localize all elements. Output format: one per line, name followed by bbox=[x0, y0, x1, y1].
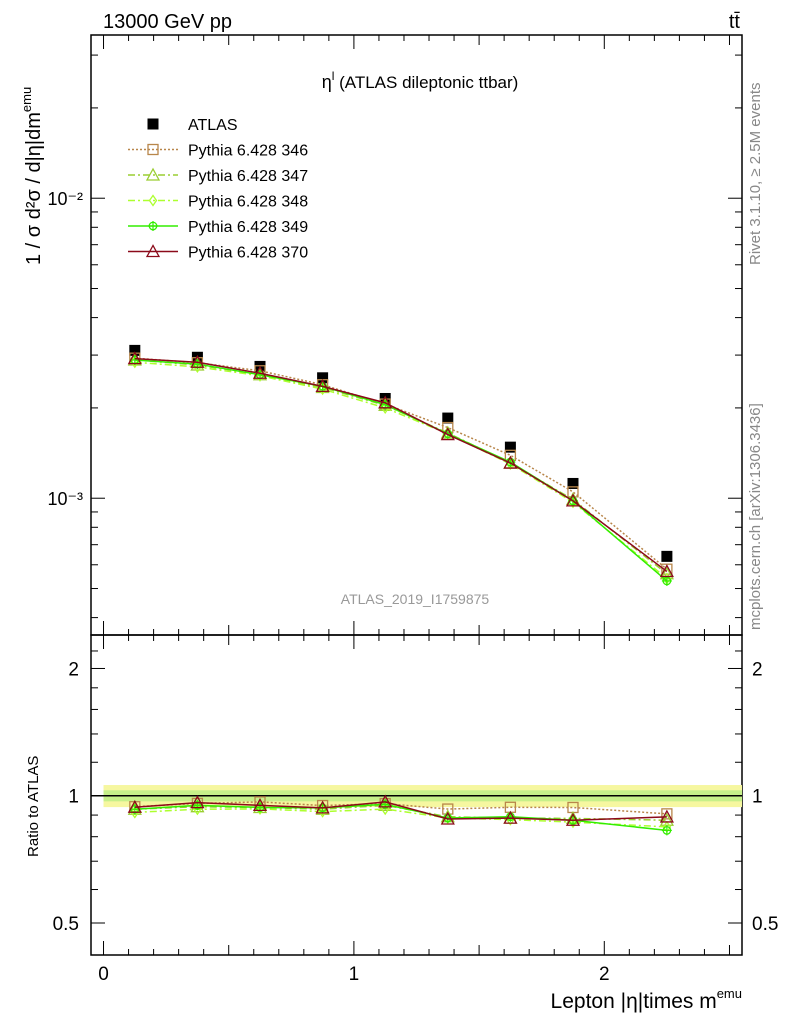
legend-label: Pythia 6.428 346 bbox=[188, 143, 308, 160]
ratio-y-tick-label-right: 2 bbox=[752, 659, 763, 680]
legend-entry: Pythia 6.428 370 bbox=[128, 244, 308, 262]
main-data-point bbox=[315, 378, 330, 392]
main-series-line bbox=[134, 357, 668, 570]
main-data-point bbox=[661, 550, 673, 562]
main-data-point bbox=[317, 372, 329, 384]
ratio-series-line bbox=[134, 801, 667, 821]
legend-label: Pythia 6.428 347 bbox=[188, 168, 308, 185]
main-data-point bbox=[127, 351, 142, 365]
x-tick-label: 1 bbox=[349, 964, 360, 985]
main-data-point bbox=[440, 427, 455, 441]
main-series bbox=[127, 344, 674, 586]
main-data-point bbox=[659, 564, 674, 578]
process-label: tt̄ bbox=[729, 11, 741, 33]
main-data-point bbox=[503, 455, 518, 469]
ratio-data-point bbox=[318, 805, 327, 818]
ratio-data-point bbox=[661, 808, 673, 820]
ratio-data-point bbox=[190, 795, 205, 809]
main-series-2 bbox=[127, 352, 674, 580]
main-data-point bbox=[129, 344, 141, 356]
main-data-point bbox=[567, 477, 579, 489]
ratio-data-point bbox=[503, 810, 518, 824]
main-series-line bbox=[134, 359, 668, 582]
main-data-point bbox=[661, 575, 672, 586]
x-tick-label: 2 bbox=[599, 964, 610, 985]
main-series-line bbox=[134, 357, 668, 573]
watermark-label: ATLAS_2019_I1759875 bbox=[341, 591, 490, 607]
ratio-y-tick-label: 2 bbox=[68, 659, 79, 680]
main-series-4 bbox=[129, 354, 672, 586]
ratio-data-point bbox=[659, 812, 674, 826]
ratio-series-4 bbox=[127, 794, 674, 826]
legend-label: Pythia 6.428 370 bbox=[188, 245, 308, 262]
ratio-data-point bbox=[315, 801, 330, 815]
legend-entry: Pythia 6.428 347 bbox=[128, 167, 308, 185]
ratio-series bbox=[127, 794, 674, 836]
main-series-line bbox=[134, 359, 668, 575]
main-y-axis-label: 1 / σ d²σ / d|η|dmemu bbox=[19, 87, 45, 265]
ratio-data-point bbox=[440, 811, 455, 825]
main-data-point bbox=[190, 354, 205, 368]
ratio-y-tick-label-right: 0.5 bbox=[752, 914, 778, 935]
main-series-line bbox=[134, 361, 668, 580]
ratio-data-point bbox=[127, 799, 142, 813]
main-series-1 bbox=[129, 352, 673, 575]
main-series-5 bbox=[127, 351, 674, 578]
ratio-series-line bbox=[134, 801, 667, 815]
main-data-point bbox=[252, 365, 268, 379]
main-title: ηl (ATLAS dileptonic ttbar) bbox=[322, 69, 519, 92]
ratio-data-point bbox=[315, 800, 330, 814]
energy-label: 13000 GeV pp bbox=[103, 11, 232, 33]
ratio-data-point bbox=[659, 809, 674, 823]
ratio-y-axis-label: Ratio to ATLAS bbox=[25, 756, 42, 857]
ratio-data-point bbox=[378, 794, 393, 808]
x-axis-label: Lepton |η|times memu bbox=[551, 986, 742, 1013]
ratio-data-point bbox=[661, 825, 672, 836]
legend: ATLAS Pythia 6.428 346 Pythia 6.428 347 Pyt… bbox=[128, 117, 308, 262]
main-data-point bbox=[378, 395, 393, 409]
legend-label: ATLAS bbox=[188, 117, 238, 134]
main-series-0 bbox=[129, 344, 673, 562]
chart-text: 13000 GeV pp tt̄ Rivet 3.1.10, ≥ 2.5M ev… bbox=[19, 11, 764, 1013]
main-series-3 bbox=[130, 356, 672, 585]
ratio-data-point bbox=[380, 799, 391, 810]
ratio-y-tick-label: 1 bbox=[68, 787, 79, 808]
main-data-point bbox=[442, 412, 454, 424]
ratio-data-point bbox=[130, 806, 140, 819]
legend-entry: Pythia 6.428 346 bbox=[128, 143, 308, 160]
x-tick-label: 0 bbox=[98, 964, 109, 985]
main-data-point bbox=[565, 493, 581, 507]
rivet-side-label: Rivet 3.1.10, ≥ 2.5M events bbox=[747, 83, 764, 266]
legend-entry: Pythia 6.428 348 bbox=[128, 194, 308, 211]
legend-label: Pythia 6.428 348 bbox=[188, 194, 308, 211]
main-y-tick-label: 10⁻³ bbox=[47, 489, 83, 509]
legend-entry: Pythia 6.428 349 bbox=[128, 219, 308, 236]
ratio-data-point bbox=[565, 812, 581, 826]
main-y-tick-label: 10⁻² bbox=[47, 189, 83, 209]
legend-entry: ATLAS bbox=[147, 117, 238, 134]
main-data-point bbox=[504, 441, 516, 453]
ratio-series-line bbox=[134, 808, 667, 828]
legend-label: Pythia 6.428 349 bbox=[188, 219, 308, 236]
ratio-y-tick-label-right: 1 bbox=[752, 787, 763, 808]
axis-ticks: 10⁻² 10⁻³ 0 1 2 0.5 0.5 1 1 2 2 bbox=[47, 35, 778, 985]
url-side-label: mcplots.cern.ch [arXiv:1306.3436] bbox=[747, 403, 764, 630]
ratio-y-tick-label: 0.5 bbox=[53, 914, 79, 935]
ratio-data-point bbox=[252, 797, 268, 811]
